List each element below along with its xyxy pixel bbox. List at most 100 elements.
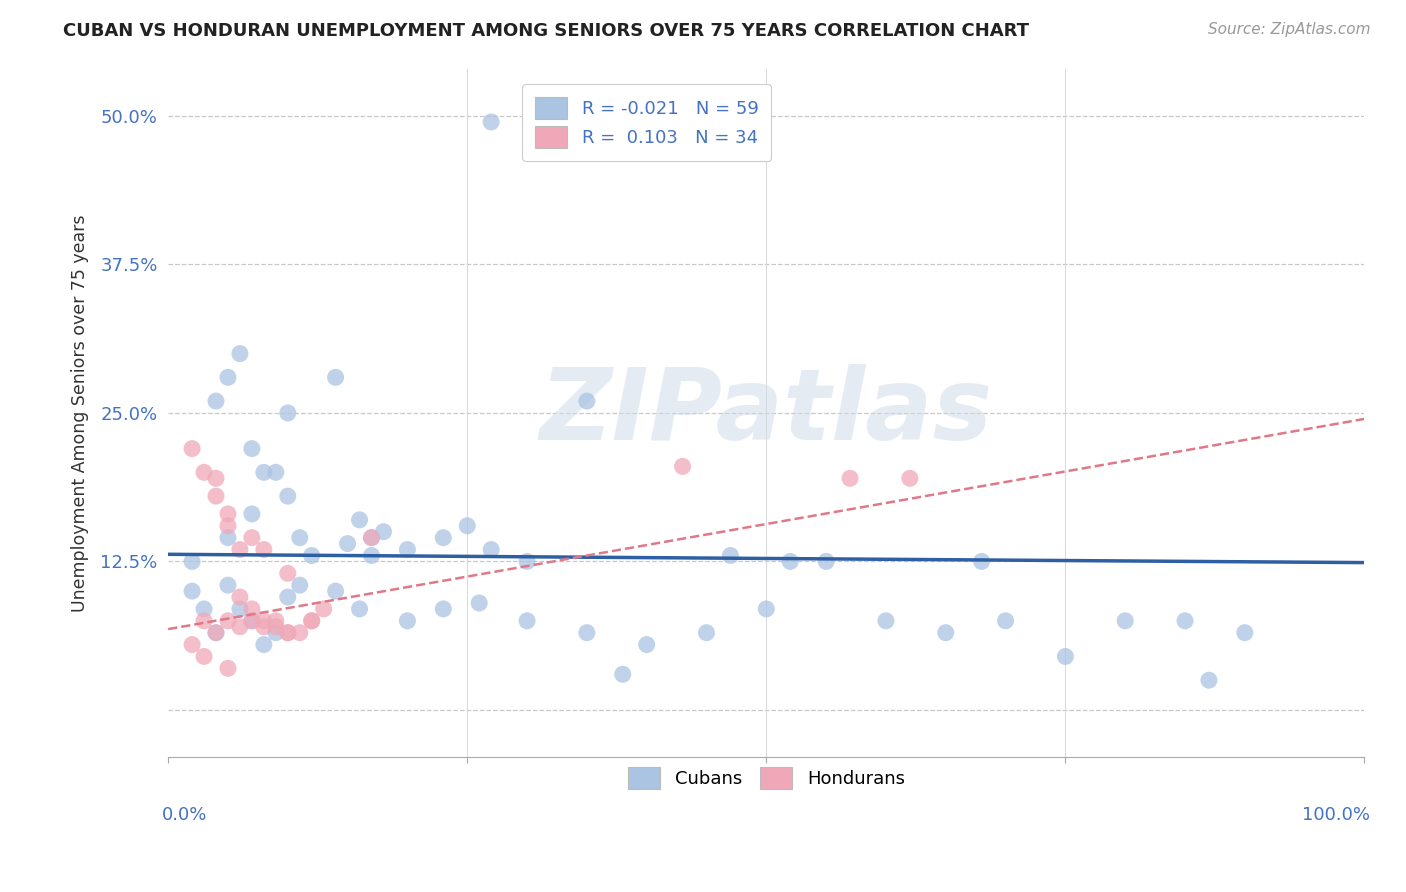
Point bbox=[360, 549, 382, 563]
Point bbox=[935, 625, 957, 640]
Point bbox=[193, 649, 215, 664]
Point bbox=[217, 518, 239, 533]
Point bbox=[205, 625, 228, 640]
Point bbox=[479, 542, 502, 557]
Point bbox=[181, 554, 204, 568]
Point bbox=[325, 370, 347, 384]
Point bbox=[253, 638, 276, 652]
Point bbox=[301, 614, 323, 628]
Point bbox=[336, 536, 359, 550]
Point bbox=[815, 554, 838, 568]
Point bbox=[277, 406, 299, 420]
Point bbox=[288, 578, 311, 592]
Point bbox=[193, 466, 215, 480]
Point bbox=[240, 531, 263, 545]
Point bbox=[240, 602, 263, 616]
Point bbox=[575, 394, 598, 409]
Point bbox=[205, 471, 228, 485]
Point bbox=[671, 459, 693, 474]
Point bbox=[432, 531, 454, 545]
Point bbox=[1198, 673, 1220, 688]
Point bbox=[277, 625, 299, 640]
Point bbox=[205, 394, 228, 409]
Point bbox=[325, 584, 347, 599]
Point bbox=[264, 620, 287, 634]
Point bbox=[301, 614, 323, 628]
Point bbox=[277, 590, 299, 604]
Point bbox=[277, 625, 299, 640]
Point bbox=[288, 531, 311, 545]
Point bbox=[229, 620, 252, 634]
Point bbox=[396, 614, 419, 628]
Point bbox=[1233, 625, 1256, 640]
Text: ZIPatlas: ZIPatlas bbox=[540, 365, 993, 461]
Point bbox=[253, 542, 276, 557]
Point bbox=[994, 614, 1017, 628]
Point bbox=[217, 370, 239, 384]
Y-axis label: Unemployment Among Seniors over 75 years: Unemployment Among Seniors over 75 years bbox=[72, 214, 89, 612]
Point bbox=[301, 549, 323, 563]
Point bbox=[839, 471, 862, 485]
Point bbox=[181, 638, 204, 652]
Point bbox=[1174, 614, 1197, 628]
Text: CUBAN VS HONDURAN UNEMPLOYMENT AMONG SENIORS OVER 75 YEARS CORRELATION CHART: CUBAN VS HONDURAN UNEMPLOYMENT AMONG SEN… bbox=[63, 22, 1029, 40]
Point bbox=[695, 625, 717, 640]
Point bbox=[229, 590, 252, 604]
Point bbox=[718, 549, 741, 563]
Point bbox=[277, 489, 299, 503]
Text: Source: ZipAtlas.com: Source: ZipAtlas.com bbox=[1208, 22, 1371, 37]
Point bbox=[432, 602, 454, 616]
Point bbox=[288, 625, 311, 640]
Point bbox=[373, 524, 395, 539]
Point bbox=[779, 554, 801, 568]
Point bbox=[217, 661, 239, 675]
Point bbox=[1054, 649, 1077, 664]
Point bbox=[253, 466, 276, 480]
Point bbox=[181, 584, 204, 599]
Text: 100.0%: 100.0% bbox=[1302, 805, 1371, 823]
Point bbox=[264, 625, 287, 640]
Point bbox=[349, 602, 371, 616]
Point bbox=[1114, 614, 1136, 628]
Point bbox=[217, 614, 239, 628]
Text: 0.0%: 0.0% bbox=[162, 805, 208, 823]
Point bbox=[264, 466, 287, 480]
Point bbox=[360, 531, 382, 545]
Point bbox=[229, 542, 252, 557]
Point bbox=[456, 518, 478, 533]
Point bbox=[205, 489, 228, 503]
Point bbox=[755, 602, 778, 616]
Point bbox=[312, 602, 335, 616]
Point bbox=[229, 346, 252, 360]
Legend: Cubans, Hondurans: Cubans, Hondurans bbox=[620, 760, 912, 797]
Point bbox=[217, 578, 239, 592]
Point bbox=[479, 115, 502, 129]
Point bbox=[240, 614, 263, 628]
Point bbox=[277, 566, 299, 581]
Point bbox=[240, 507, 263, 521]
Point bbox=[516, 554, 538, 568]
Point bbox=[217, 507, 239, 521]
Point bbox=[468, 596, 491, 610]
Point bbox=[575, 625, 598, 640]
Point bbox=[612, 667, 634, 681]
Point bbox=[253, 614, 276, 628]
Point bbox=[181, 442, 204, 456]
Point bbox=[396, 542, 419, 557]
Point bbox=[193, 614, 215, 628]
Point bbox=[636, 638, 658, 652]
Point bbox=[193, 602, 215, 616]
Point bbox=[349, 513, 371, 527]
Point bbox=[240, 614, 263, 628]
Point bbox=[898, 471, 921, 485]
Point bbox=[229, 602, 252, 616]
Point bbox=[240, 442, 263, 456]
Point bbox=[516, 614, 538, 628]
Point bbox=[360, 531, 382, 545]
Point bbox=[970, 554, 993, 568]
Point bbox=[253, 620, 276, 634]
Point bbox=[205, 625, 228, 640]
Point bbox=[264, 614, 287, 628]
Point bbox=[875, 614, 897, 628]
Point bbox=[217, 531, 239, 545]
